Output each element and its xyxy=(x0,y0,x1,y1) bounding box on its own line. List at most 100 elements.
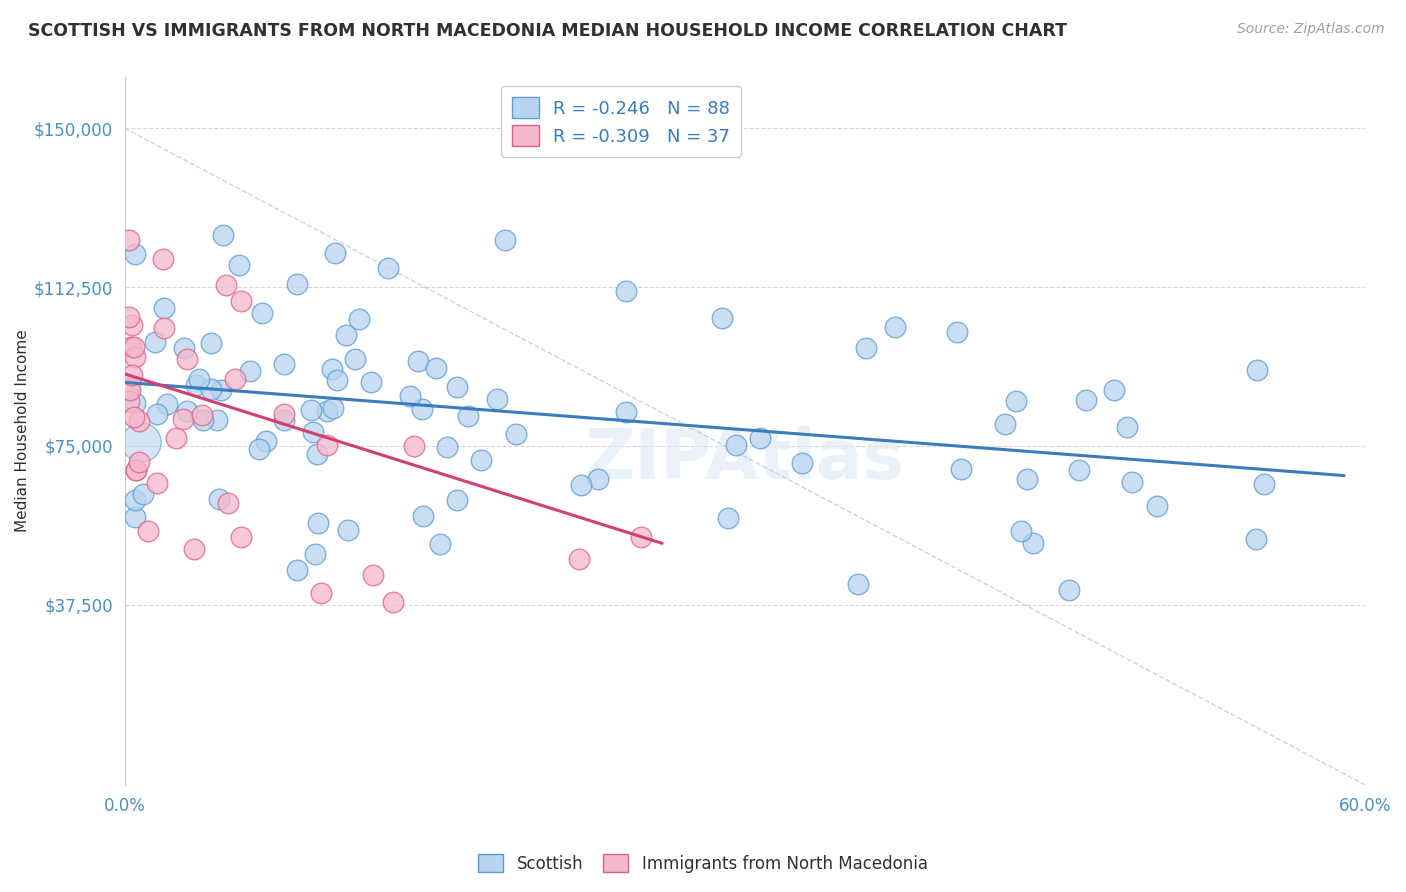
Point xyxy=(118,394,141,409)
Point xyxy=(335,328,357,343)
Point xyxy=(321,362,343,376)
Point xyxy=(122,409,145,424)
Point xyxy=(1059,583,1081,598)
Point xyxy=(485,392,508,406)
Point xyxy=(188,371,211,385)
Point xyxy=(748,431,770,445)
Point xyxy=(1076,392,1098,407)
Point xyxy=(120,340,142,354)
Point xyxy=(152,301,174,315)
Point xyxy=(1244,533,1267,547)
Point xyxy=(285,563,308,577)
Point xyxy=(228,258,250,272)
Point xyxy=(360,375,382,389)
Point xyxy=(128,455,150,469)
Point xyxy=(457,409,479,424)
Point xyxy=(446,380,468,394)
Point xyxy=(125,463,148,477)
Point xyxy=(124,247,146,261)
Point xyxy=(1146,500,1168,514)
Point xyxy=(212,228,235,243)
Point xyxy=(436,440,458,454)
Legend: R = -0.246   N = 88, R = -0.309   N = 37: R = -0.246 N = 88, R = -0.309 N = 37 xyxy=(501,87,741,157)
Point xyxy=(304,547,326,561)
Point xyxy=(176,403,198,417)
Point xyxy=(124,510,146,524)
Point xyxy=(299,403,322,417)
Point xyxy=(118,233,141,247)
Point xyxy=(315,404,337,418)
Point xyxy=(337,523,360,537)
Point xyxy=(1017,473,1039,487)
Point xyxy=(994,417,1017,432)
Point xyxy=(229,294,252,309)
Point xyxy=(136,524,159,538)
Point xyxy=(1246,363,1268,377)
Point xyxy=(307,516,329,530)
Point xyxy=(250,306,273,320)
Point xyxy=(273,412,295,426)
Y-axis label: Median Household Income: Median Household Income xyxy=(15,330,30,533)
Text: ZIPAtlas: ZIPAtlas xyxy=(585,425,905,493)
Point xyxy=(792,456,814,470)
Point xyxy=(120,383,142,397)
Point xyxy=(229,530,252,544)
Point xyxy=(118,381,141,395)
Point xyxy=(569,478,592,492)
Point xyxy=(239,364,262,378)
Point xyxy=(273,357,295,371)
Point xyxy=(429,537,451,551)
Point xyxy=(1116,420,1139,434)
Point xyxy=(717,511,740,525)
Point xyxy=(143,335,166,350)
Point xyxy=(470,453,492,467)
Point xyxy=(124,396,146,410)
Point xyxy=(323,245,346,260)
Point xyxy=(145,475,167,490)
Point xyxy=(404,439,426,453)
Point xyxy=(301,425,323,440)
Point xyxy=(153,321,176,335)
Point xyxy=(254,434,277,448)
Point xyxy=(710,311,733,326)
Point xyxy=(724,438,747,452)
Point xyxy=(186,378,208,392)
Text: SCOTTISH VS IMMIGRANTS FROM NORTH MACEDONIA MEDIAN HOUSEHOLD INCOME CORRELATION : SCOTTISH VS IMMIGRANTS FROM NORTH MACEDO… xyxy=(28,22,1067,40)
Point xyxy=(224,372,246,386)
Point xyxy=(173,342,195,356)
Point xyxy=(156,397,179,411)
Text: Source: ZipAtlas.com: Source: ZipAtlas.com xyxy=(1237,22,1385,37)
Point xyxy=(586,472,609,486)
Point xyxy=(208,491,231,506)
Point xyxy=(285,277,308,291)
Point xyxy=(172,412,194,426)
Point xyxy=(343,352,366,367)
Point xyxy=(200,336,222,351)
Point xyxy=(121,368,143,382)
Point xyxy=(382,595,405,609)
Point xyxy=(215,278,238,293)
Point xyxy=(1067,463,1090,477)
Point xyxy=(568,551,591,566)
Point xyxy=(124,340,146,354)
Point xyxy=(176,351,198,366)
Point xyxy=(209,383,232,397)
Point xyxy=(846,576,869,591)
Point xyxy=(316,438,339,452)
Point xyxy=(191,413,214,427)
Point xyxy=(347,311,370,326)
Point xyxy=(412,508,434,523)
Legend: Scottish, Immigrants from North Macedonia: Scottish, Immigrants from North Macedoni… xyxy=(471,847,935,880)
Point xyxy=(183,542,205,557)
Point xyxy=(1005,393,1028,408)
Point xyxy=(855,341,877,355)
Point xyxy=(411,401,433,416)
Point xyxy=(121,318,143,333)
Point xyxy=(949,462,972,476)
Point xyxy=(191,409,214,423)
Point xyxy=(118,310,141,325)
Point xyxy=(305,447,328,461)
Point xyxy=(325,374,347,388)
Point xyxy=(377,260,399,275)
Point xyxy=(446,492,468,507)
